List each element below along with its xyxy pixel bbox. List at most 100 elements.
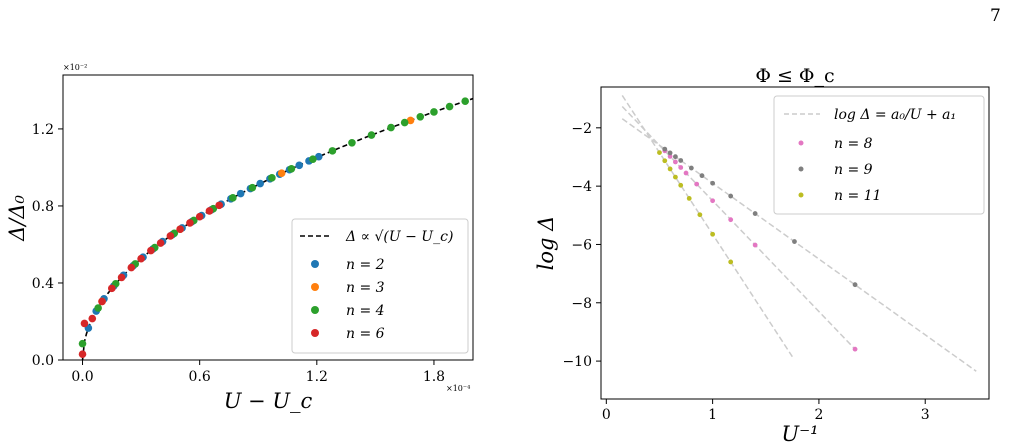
left-data-points — [78, 97, 469, 359]
left-point-series-3 — [88, 314, 97, 323]
right-legend-box — [773, 95, 985, 215]
left-point-series-3 — [78, 350, 87, 359]
left-point-series-3 — [205, 207, 214, 215]
left-legend-label-n6: n = 6 — [346, 326, 385, 342]
right-x-tick-label: 2 — [814, 407, 823, 423]
left-point-series-0 — [295, 161, 304, 170]
left-y-tick-label: 0.4 — [32, 276, 54, 292]
right-point-series-2 — [667, 166, 673, 172]
left-y-tick-label: 1.2 — [32, 122, 54, 138]
left-y-tick-label: 0.0 — [32, 353, 54, 369]
left-point-series-2 — [367, 131, 376, 139]
right-point-series-0 — [662, 148, 668, 154]
right-point-series-0 — [683, 170, 689, 176]
right-y-tick-label: −6 — [571, 237, 592, 253]
left-point-series-3 — [195, 212, 204, 221]
right-point-series-1 — [662, 146, 668, 152]
left-point-series-1 — [277, 169, 286, 178]
right-x-tick-label: 3 — [921, 407, 930, 423]
left-legend-swatch-n3 — [311, 283, 319, 291]
right-legend-label-n8: n = 8 — [834, 136, 873, 152]
right-point-series-2 — [728, 259, 734, 265]
left-plot-area — [62, 74, 474, 361]
left-legend-label-n4: n = 4 — [346, 303, 385, 319]
right-point-series-2 — [678, 182, 684, 188]
left-x-axis-label: U − U_c — [224, 389, 313, 413]
right-x-axis-label: U⁻¹ — [781, 422, 818, 446]
right-point-series-0 — [752, 242, 758, 248]
left-legend-box — [291, 218, 469, 354]
left-point-series-0 — [314, 152, 323, 161]
right-point-series-1 — [752, 211, 758, 216]
right-x-tick-label: 0 — [602, 407, 611, 423]
right-point-series-1 — [673, 154, 678, 160]
right-legend-swatch-n9 — [798, 166, 804, 172]
right-point-series-1 — [710, 180, 716, 186]
left-point-series-2 — [309, 155, 317, 163]
right-y-tick-label: −2 — [571, 121, 592, 137]
right-data-points — [657, 146, 858, 352]
right-legend: log Δ = a₀/U + a₁ n = 8 n = 9 n = 11 — [773, 95, 985, 215]
left-x-ticks: 0.0 0.6 1.2 1.8 — [71, 360, 445, 385]
chart-left: 0.0 0.6 1.2 1.8 0.0 0.4 0.8 1.2 ×10⁻² ×10⁻⁴ U … — [5, 63, 474, 413]
left-point-series-3 — [127, 263, 136, 272]
right-point-series-0 — [673, 159, 678, 165]
right-point-series-0 — [728, 217, 734, 223]
right-point-series-1 — [699, 173, 705, 179]
left-y-ticks: 0.0 0.4 0.8 1.2 — [32, 122, 63, 369]
left-point-series-2 — [400, 118, 409, 127]
left-y-axis-label: Δ/Δ₀ — [5, 195, 29, 242]
right-point-series-1 — [792, 239, 797, 244]
left-point-series-0 — [236, 189, 245, 198]
right-legend-swatch-n11 — [798, 192, 804, 198]
right-point-series-2 — [686, 195, 692, 201]
right-plot-area — [600, 86, 990, 400]
right-legend-fit-label: log Δ = a₀/U + a₁ — [834, 107, 956, 123]
left-point-series-3 — [108, 284, 116, 293]
right-point-series-2 — [697, 212, 703, 218]
left-legend-fit-label: Δ ∝ √(U − U_c) — [345, 229, 453, 245]
left-point-series-2 — [94, 304, 102, 312]
right-point-series-0 — [694, 181, 700, 187]
left-legend-swatch-n6 — [311, 329, 319, 337]
left-x-tick-label: 0.6 — [189, 369, 211, 385]
right-point-series-1 — [667, 150, 673, 156]
right-point-series-0 — [852, 346, 858, 352]
right-point-series-2 — [710, 231, 716, 237]
right-title: Φ ≤ Φ_c — [755, 65, 834, 87]
right-point-series-1 — [678, 158, 684, 163]
right-axes-frame — [600, 86, 990, 400]
left-point-series-2 — [461, 97, 469, 105]
right-legend-label-n9: n = 9 — [834, 162, 873, 178]
right-point-series-1 — [688, 165, 694, 171]
left-point-series-2 — [78, 339, 87, 348]
left-point-series-3 — [80, 319, 89, 328]
left-legend-swatch-n4 — [311, 306, 319, 314]
right-point-series-0 — [710, 198, 716, 204]
right-point-series-0 — [678, 165, 684, 170]
left-point-series-3 — [166, 232, 175, 240]
page-number: 7 — [990, 6, 1001, 26]
left-y-scale-label: ×10⁻² — [63, 63, 87, 72]
left-point-series-3 — [137, 254, 145, 263]
right-fit-line-2 — [621, 95, 793, 358]
left-x-scale-label: ×10⁻⁴ — [446, 384, 470, 393]
right-x-tick-label: 1 — [708, 407, 717, 423]
right-point-series-1 — [852, 282, 858, 288]
left-point-series-0 — [256, 179, 264, 188]
left-point-series-2 — [416, 112, 425, 121]
left-x-tick-label: 1.2 — [306, 369, 328, 385]
right-x-ticks: 0 1 2 3 — [602, 399, 930, 423]
left-legend-label-n2: n = 2 — [346, 257, 385, 273]
right-y-ticks: −10 −8 −6 −4 −2 — [562, 121, 601, 370]
left-point-series-2 — [287, 164, 296, 173]
right-y-tick-label: −8 — [571, 296, 592, 312]
right-legend-label-n11: n = 11 — [834, 188, 881, 204]
left-point-series-3 — [98, 297, 106, 306]
left-x-tick-label: 1.8 — [423, 369, 445, 385]
right-point-series-1 — [728, 193, 734, 199]
right-fit-line-1 — [621, 106, 857, 351]
left-point-series-1 — [406, 116, 415, 125]
right-y-tick-label: −10 — [562, 354, 592, 370]
right-y-tick-label: −4 — [571, 179, 592, 195]
